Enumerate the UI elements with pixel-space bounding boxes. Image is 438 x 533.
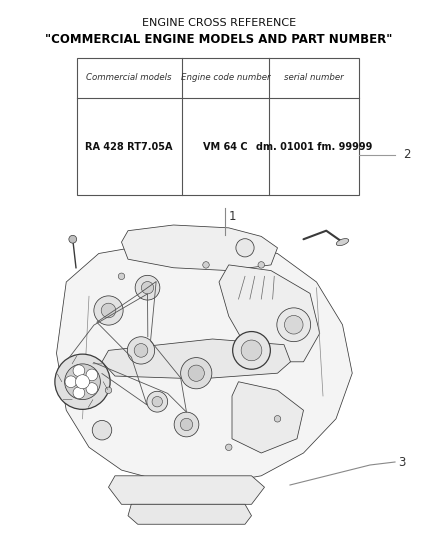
Circle shape bbox=[174, 412, 199, 437]
Circle shape bbox=[55, 354, 110, 409]
Circle shape bbox=[274, 416, 281, 422]
Text: Commercial models: Commercial models bbox=[86, 74, 172, 83]
Circle shape bbox=[147, 391, 168, 412]
Bar bbox=[77, 58, 359, 195]
Polygon shape bbox=[109, 476, 265, 504]
Circle shape bbox=[73, 387, 85, 399]
Circle shape bbox=[134, 344, 148, 357]
Text: "COMMERCIAL ENGINE MODELS AND PART NUMBER": "COMMERCIAL ENGINE MODELS AND PART NUMBE… bbox=[45, 33, 393, 46]
Polygon shape bbox=[102, 339, 290, 379]
Circle shape bbox=[92, 421, 112, 440]
Ellipse shape bbox=[336, 239, 349, 246]
Circle shape bbox=[152, 397, 162, 407]
Polygon shape bbox=[219, 265, 320, 362]
Text: ENGINE CROSS REFERENCE: ENGINE CROSS REFERENCE bbox=[142, 18, 296, 28]
Text: serial number: serial number bbox=[284, 74, 344, 83]
Circle shape bbox=[141, 281, 154, 294]
Circle shape bbox=[241, 340, 262, 361]
Circle shape bbox=[258, 262, 265, 268]
Circle shape bbox=[94, 296, 123, 325]
Circle shape bbox=[226, 444, 232, 450]
Circle shape bbox=[118, 273, 125, 279]
Text: dm. 01001 fm. 99999: dm. 01001 fm. 99999 bbox=[256, 141, 372, 151]
Circle shape bbox=[65, 376, 77, 387]
Circle shape bbox=[236, 239, 254, 257]
Circle shape bbox=[105, 387, 112, 393]
Text: 2: 2 bbox=[403, 149, 410, 161]
Text: RA 428 RT7.05A: RA 428 RT7.05A bbox=[85, 141, 173, 151]
Polygon shape bbox=[57, 242, 352, 484]
Circle shape bbox=[86, 383, 98, 394]
Polygon shape bbox=[121, 225, 278, 271]
Text: 3: 3 bbox=[398, 456, 406, 469]
Circle shape bbox=[203, 262, 209, 268]
Circle shape bbox=[180, 418, 193, 431]
Text: Engine code number: Engine code number bbox=[181, 74, 270, 83]
Text: 1: 1 bbox=[229, 210, 237, 223]
Circle shape bbox=[65, 364, 100, 400]
Circle shape bbox=[277, 308, 311, 342]
Circle shape bbox=[75, 375, 89, 389]
Circle shape bbox=[233, 332, 270, 369]
Circle shape bbox=[101, 303, 116, 318]
Circle shape bbox=[73, 365, 85, 376]
Circle shape bbox=[284, 316, 303, 334]
Polygon shape bbox=[232, 382, 304, 453]
Text: VM 64 C: VM 64 C bbox=[203, 141, 248, 151]
Circle shape bbox=[180, 358, 212, 389]
Circle shape bbox=[86, 369, 98, 381]
Circle shape bbox=[135, 276, 160, 300]
Circle shape bbox=[127, 337, 155, 364]
Circle shape bbox=[69, 236, 77, 243]
Circle shape bbox=[188, 365, 205, 381]
Polygon shape bbox=[128, 504, 251, 524]
